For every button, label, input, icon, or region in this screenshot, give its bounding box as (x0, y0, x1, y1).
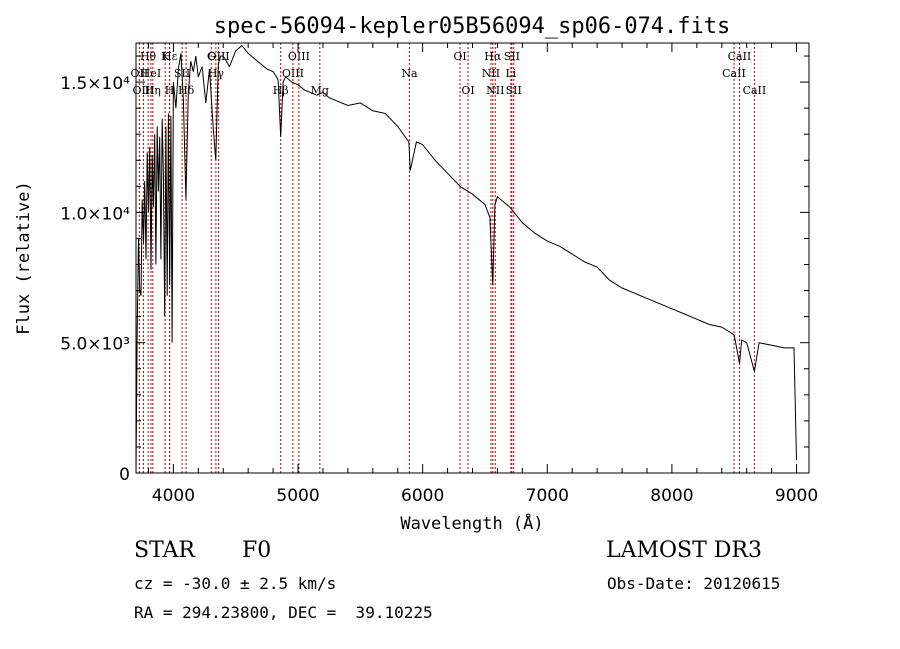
line-label-28: CaII (743, 84, 767, 97)
y-tick-label-2: 1.0×10⁴ (60, 204, 130, 224)
coordinates-readout: RA = 294.23800, DEC = 39.10225 (134, 603, 433, 622)
line-label-12: OIII (208, 50, 230, 63)
line-label-6: H (165, 84, 175, 97)
y-axis-label: Flux (relative) (14, 181, 34, 335)
y-tick-label-1: 5.0×10³ (60, 335, 130, 355)
spectrum-line (135, 44, 797, 474)
line-label-19: OI (461, 84, 474, 97)
chart-title: spec-56094-kepler05B56094_sp06-074.fits (214, 14, 731, 39)
x-tick-label-2: 6000 (401, 486, 444, 506)
line-label-20: NII (482, 67, 500, 80)
line-label-27: CaII (728, 50, 752, 63)
line-label-10: G (207, 50, 216, 63)
survey-name: LAMOST DR3 (606, 538, 762, 563)
x-axis-ticks: 4000 5000 6000 7000 8000 9000 (147, 43, 818, 506)
y-tick-label-3: 1.5×10⁴ (60, 74, 130, 94)
x-tick-label-0: 4000 (152, 486, 195, 506)
line-label-23: Li (505, 67, 516, 80)
line-label-15: OIII (288, 50, 310, 63)
y-axis-ticks: 0 5.0×10³ 1.0×10⁴ 1.5×10⁴ (60, 55, 809, 485)
x-tick-label-3: 7000 (526, 486, 569, 506)
line-label-11: Hγ (208, 67, 225, 80)
x-tick-label-4: 8000 (650, 486, 693, 506)
line-label-22: NII (486, 84, 504, 97)
y-tick-label-0: 0 (119, 465, 130, 485)
line-label-25: SII (506, 84, 522, 97)
line-label-18: OI (453, 50, 466, 63)
object-class: STAR (134, 538, 195, 563)
line-label-2: HeI (141, 67, 161, 80)
line-label-17: Na (401, 67, 418, 80)
line-label-7: Hε (162, 50, 178, 63)
line-label-0: Hθ (140, 50, 157, 63)
emission-line-labels: HθOIIHeIOIIIHηKHHεSIIHδGHγOIIIHβOIIIOIII… (131, 50, 767, 97)
line-label-26: CaII (722, 67, 746, 80)
line-label-21: Hα (484, 50, 502, 63)
line-label-24: SII (504, 50, 520, 63)
line-label-14: OIII (282, 67, 304, 80)
spectral-subclass: F0 (242, 538, 272, 563)
line-label-4: Hη (145, 84, 161, 97)
observation-date: Obs-Date: 20120615 (607, 574, 781, 593)
x-tick-label-5: 9000 (775, 486, 818, 506)
x-tick-label-1: 5000 (276, 486, 319, 506)
line-label-5: K (161, 50, 170, 63)
line-label-3: OIII (132, 84, 154, 97)
line-label-13: Hβ (273, 84, 289, 97)
emission-line-markers (138, 43, 755, 473)
line-label-9: Hδ (178, 84, 195, 97)
redshift-readout: cz = -30.0 ± 2.5 km/s (134, 574, 337, 593)
line-label-1: OII (131, 67, 149, 80)
plot-frame (135, 42, 810, 474)
x-axis-label: Wavelength (Å) (400, 512, 543, 534)
